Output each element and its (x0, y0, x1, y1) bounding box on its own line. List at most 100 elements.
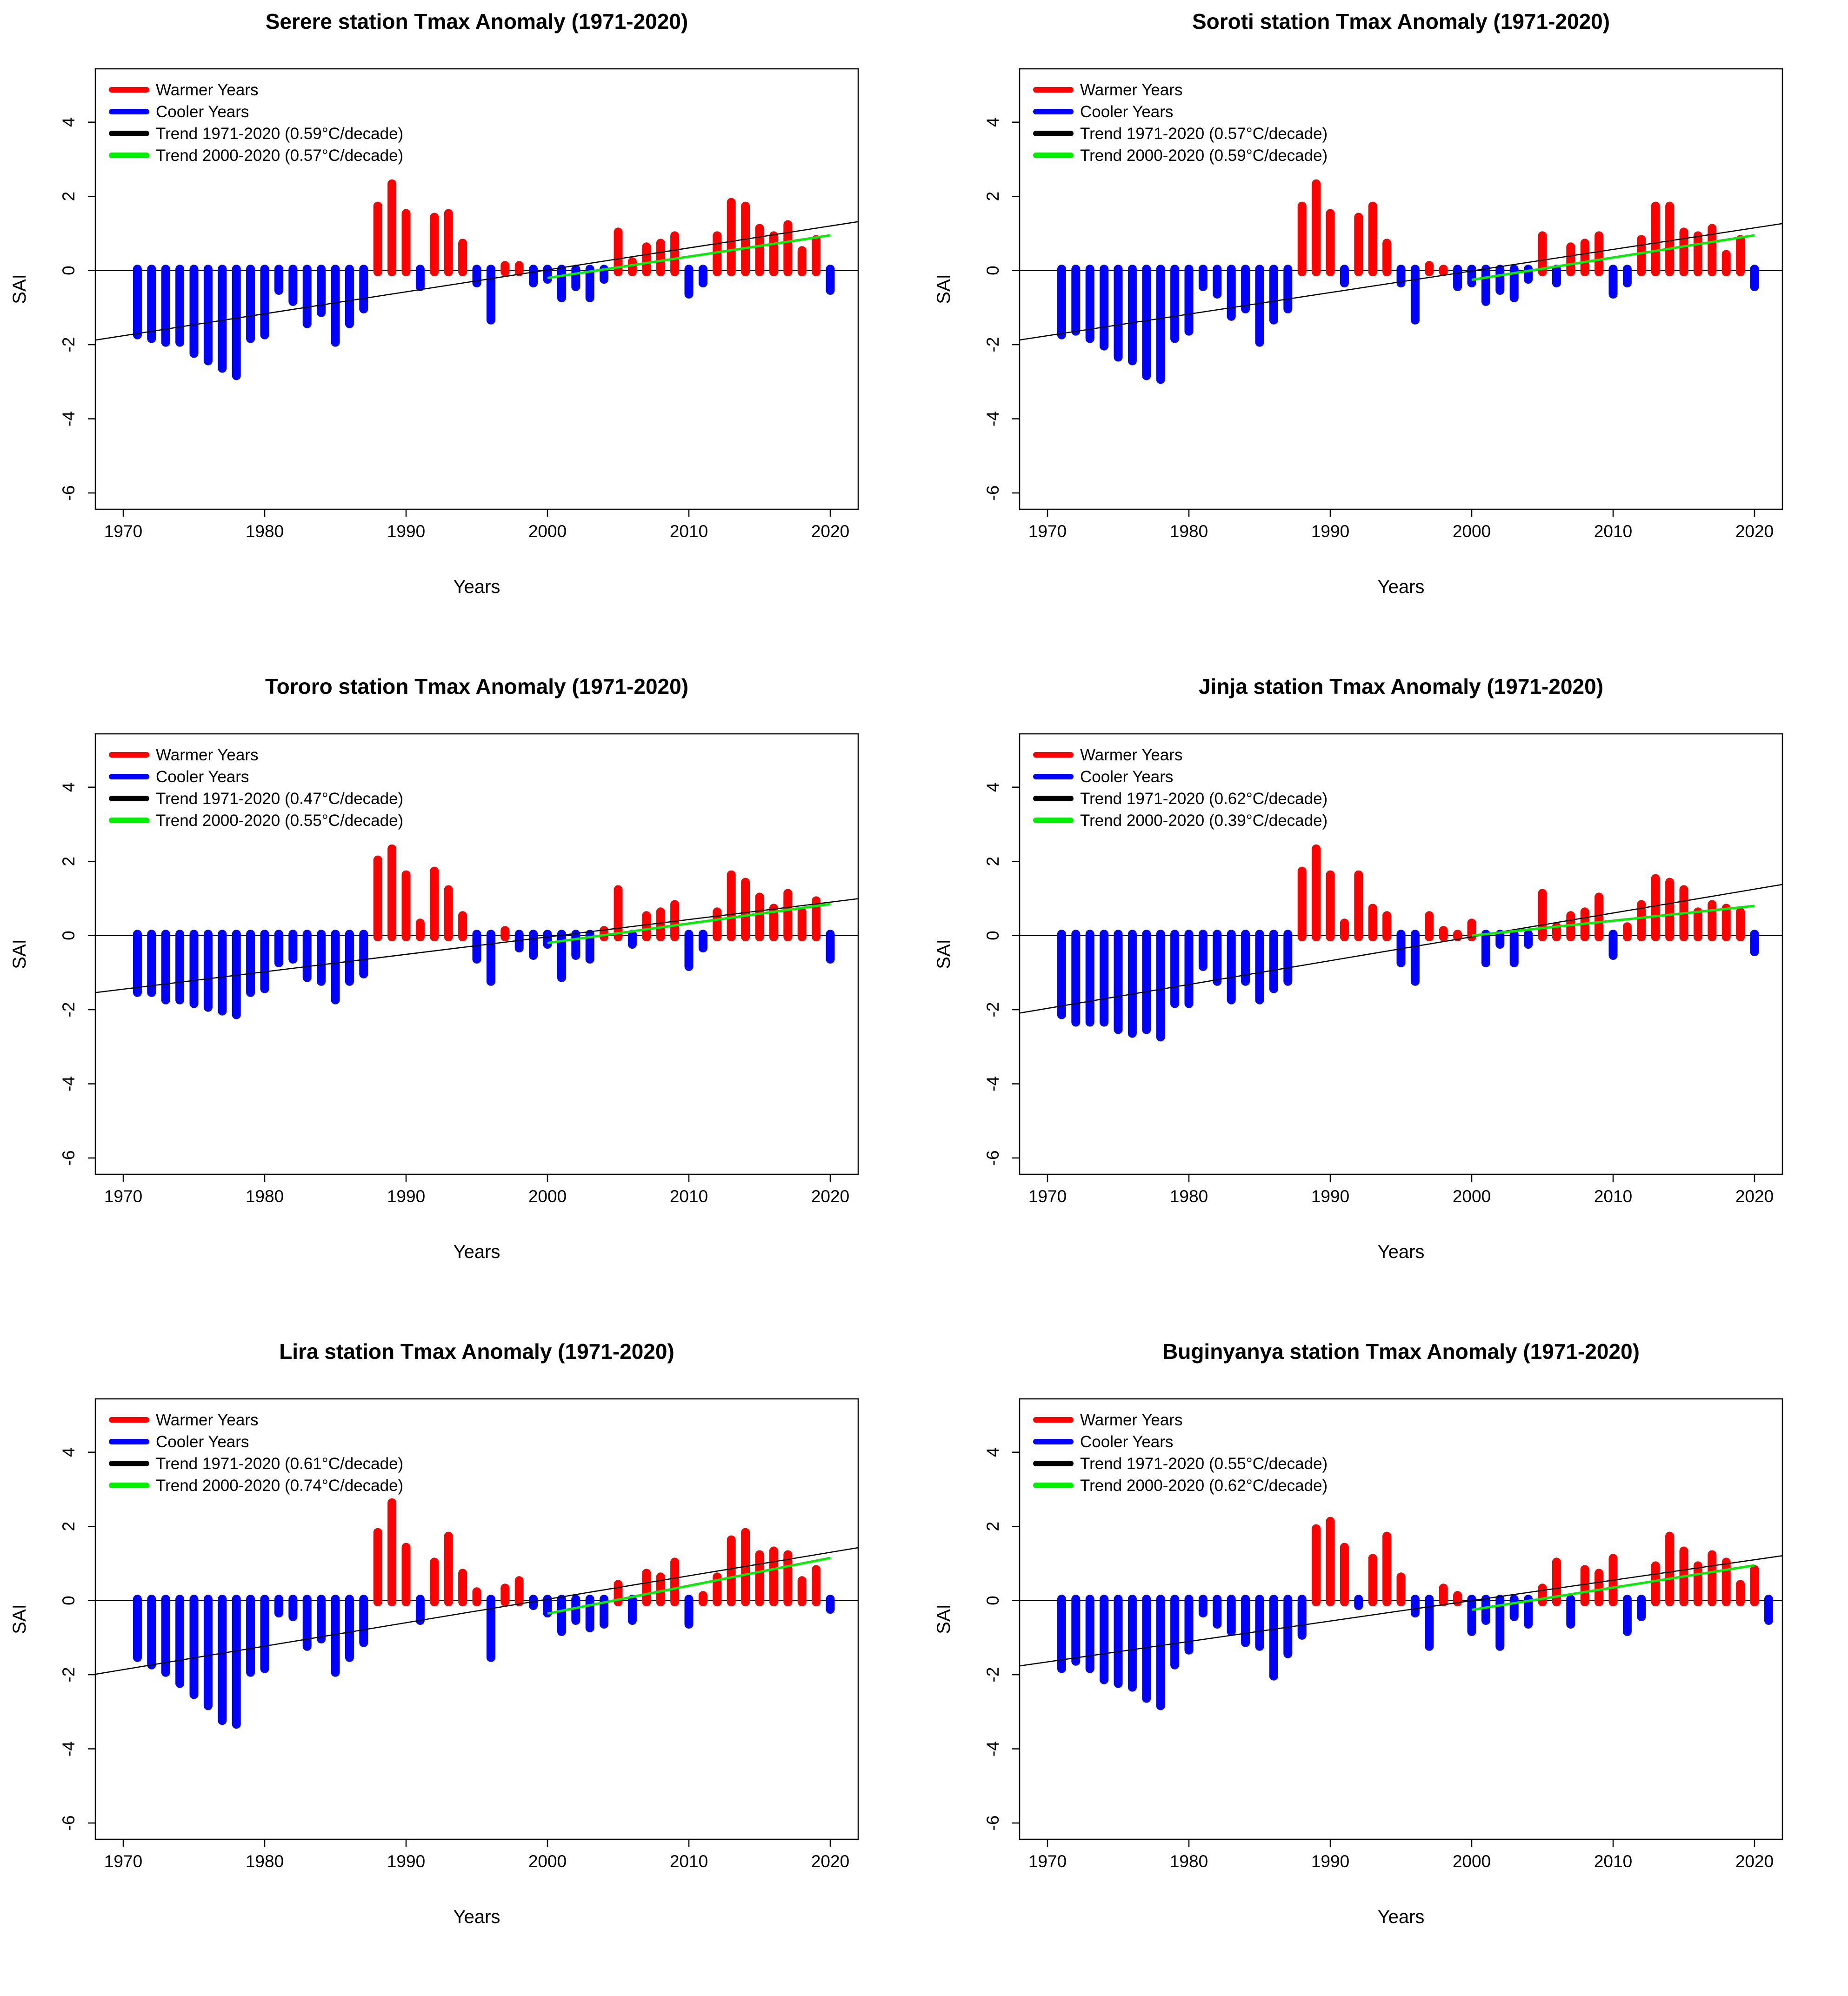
chart-svg-serere: Serere station Tmax Anomaly (1971-2020) -… (9, 9, 859, 597)
trend-line-2000-2020 (1471, 234, 1755, 281)
x-tick-label: 1970 (1028, 522, 1067, 541)
x-tick-label: 2010 (1594, 522, 1632, 541)
legend-warmer-label: Warmer Years (156, 746, 258, 764)
chart-jinja: Jinja station Tmax Anomaly (1971-2020) -6… (924, 665, 1848, 1330)
y-tick-label: -6 (983, 1816, 1002, 1831)
legend-trend-1971-2020-label: Trend 1971-2020 (0.57°C/decade) (1080, 125, 1328, 143)
y-tick-label: -4 (983, 1076, 1002, 1091)
legend-trend-2000-2020-label: Trend 2000-2020 (0.39°C/decade) (1080, 812, 1328, 830)
x-tick-label: 1990 (1311, 1852, 1349, 1871)
y-axis-label: SAI (9, 1604, 30, 1634)
legend-trend-2000-2020-label: Trend 2000-2020 (0.57°C/decade) (156, 146, 403, 165)
legend-trend-2000-2020-label: Trend 2000-2020 (0.59°C/decade) (1080, 146, 1328, 165)
y-axis-label: SAI (934, 1604, 954, 1634)
trend-line-1971-2020 (95, 898, 859, 993)
trend-line-1971-2020 (95, 1547, 859, 1675)
trend-line-1971-2020 (1019, 884, 1783, 1014)
legend-trend-2000-2020-label: Trend 2000-2020 (0.74°C/decade) (156, 1477, 403, 1495)
chart-serere: Serere station Tmax Anomaly (1971-2020) -… (0, 0, 924, 665)
y-tick-label: 2 (59, 857, 78, 866)
y-tick-label: 0 (59, 266, 78, 275)
y-tick-label: -6 (983, 1151, 1002, 1166)
trend-line-2000-2020 (547, 1557, 831, 1615)
x-tick-label: 2020 (811, 522, 849, 541)
chart-soroti: Soroti station Tmax Anomaly (1971-2020) -… (924, 0, 1848, 665)
y-tick-label: -2 (983, 1002, 1002, 1018)
plot-frame (94, 733, 859, 1175)
legend-cooler-label: Cooler Years (156, 1433, 249, 1451)
x-axis-label: Years (1378, 1907, 1425, 1927)
legend-cooler-label: Cooler Years (1080, 768, 1173, 786)
legend-cooler-label: Cooler Years (1080, 103, 1173, 121)
legend-trend-2000-2020-label: Trend 2000-2020 (0.62°C/decade) (1080, 1477, 1328, 1495)
y-tick-label: 2 (983, 857, 1002, 866)
chart-title: Serere station Tmax Anomaly (1971-2020) (266, 9, 688, 33)
x-tick-label: 1970 (104, 1852, 142, 1871)
trend-line-2000-2020 (547, 234, 831, 279)
plot-frame (1019, 68, 1783, 510)
legend-cooler-label: Cooler Years (156, 768, 249, 786)
y-tick-label: 2 (59, 192, 78, 201)
x-tick-label: 2020 (811, 1187, 849, 1206)
x-tick-label: 1980 (246, 1187, 284, 1206)
x-tick-label: 2010 (670, 1852, 708, 1871)
y-tick-label: 4 (59, 117, 78, 127)
y-axis-label: SAI (9, 274, 30, 304)
x-axis-label: Years (454, 577, 500, 597)
legend-cooler-label: Cooler Years (156, 103, 249, 121)
trend-line-2000-2020 (547, 903, 831, 945)
y-tick-label: -2 (59, 1002, 78, 1018)
y-tick-label: -2 (983, 1667, 1002, 1683)
x-tick-label: 1980 (1170, 1852, 1208, 1871)
chart-tororo: Tororo station Tmax Anomaly (1971-2020) -… (0, 665, 924, 1330)
trend-line-2000-2020 (1471, 1564, 1755, 1611)
trend-line-2000-2020 (1471, 905, 1755, 937)
legend-warmer-label: Warmer Years (1080, 746, 1182, 764)
x-tick-label: 1980 (1170, 1187, 1208, 1206)
y-tick-label: -4 (983, 411, 1002, 426)
x-tick-label: 1980 (1170, 522, 1208, 541)
y-tick-label: 4 (983, 117, 1002, 127)
x-tick-label: 2000 (1453, 522, 1491, 541)
y-tick-label: 0 (59, 1596, 78, 1605)
plot-frame (94, 68, 859, 510)
x-tick-label: 2020 (1735, 1852, 1774, 1871)
x-tick-label: 1990 (387, 1187, 425, 1206)
y-tick-label: -6 (983, 486, 1002, 501)
chart-svg-soroti: Soroti station Tmax Anomaly (1971-2020) -… (934, 9, 1783, 597)
y-tick-label: -6 (59, 1151, 78, 1166)
legend-trend-1971-2020-label: Trend 1971-2020 (0.47°C/decade) (156, 790, 403, 808)
y-tick-label: 0 (59, 931, 78, 940)
chart-svg-buginyanya: Buginyanya station Tmax Anomaly (1971-20… (934, 1339, 1783, 1927)
x-tick-label: 1970 (1028, 1187, 1067, 1206)
y-tick-label: -4 (59, 411, 78, 426)
x-tick-label: 2000 (528, 1187, 567, 1206)
y-tick-label: 4 (59, 782, 78, 792)
x-tick-label: 1990 (1311, 1187, 1349, 1206)
x-tick-label: 2020 (811, 1852, 849, 1871)
x-tick-label: 2000 (1453, 1852, 1491, 1871)
legend-trend-1971-2020-label: Trend 1971-2020 (0.55°C/decade) (1080, 1455, 1328, 1473)
chart-svg-jinja: Jinja station Tmax Anomaly (1971-2020) -6… (934, 674, 1783, 1262)
y-tick-label: 0 (983, 266, 1002, 275)
y-tick-label: 4 (983, 1447, 1002, 1457)
y-tick-label: 4 (983, 782, 1002, 792)
chart-title: Tororo station Tmax Anomaly (1971-2020) (265, 674, 688, 699)
legend-trend-1971-2020-label: Trend 1971-2020 (0.59°C/decade) (156, 125, 403, 143)
chart-svg-lira: Lira station Tmax Anomaly (1971-2020) -6 -… (9, 1339, 859, 1927)
legend-trend-1971-2020-label: Trend 1971-2020 (0.61°C/decade) (156, 1455, 403, 1473)
x-tick-label: 2010 (1594, 1187, 1632, 1206)
x-tick-label: 1980 (246, 522, 284, 541)
y-tick-label: -2 (983, 337, 1002, 353)
chart-title: Buginyanya station Tmax Anomaly (1971-20… (1162, 1339, 1640, 1364)
y-tick-label: -4 (59, 1741, 78, 1756)
y-axis-label: SAI (9, 939, 30, 969)
trend-line-1971-2020 (1019, 223, 1783, 341)
x-axis-label: Years (1378, 1242, 1425, 1262)
y-tick-label: 4 (59, 1447, 78, 1457)
x-tick-label: 1970 (104, 1187, 142, 1206)
x-axis-label: Years (454, 1242, 500, 1262)
y-axis-label: SAI (934, 274, 954, 304)
y-tick-label: 2 (59, 1522, 78, 1531)
chart-title: Soroti station Tmax Anomaly (1971-2020) (1192, 9, 1610, 33)
